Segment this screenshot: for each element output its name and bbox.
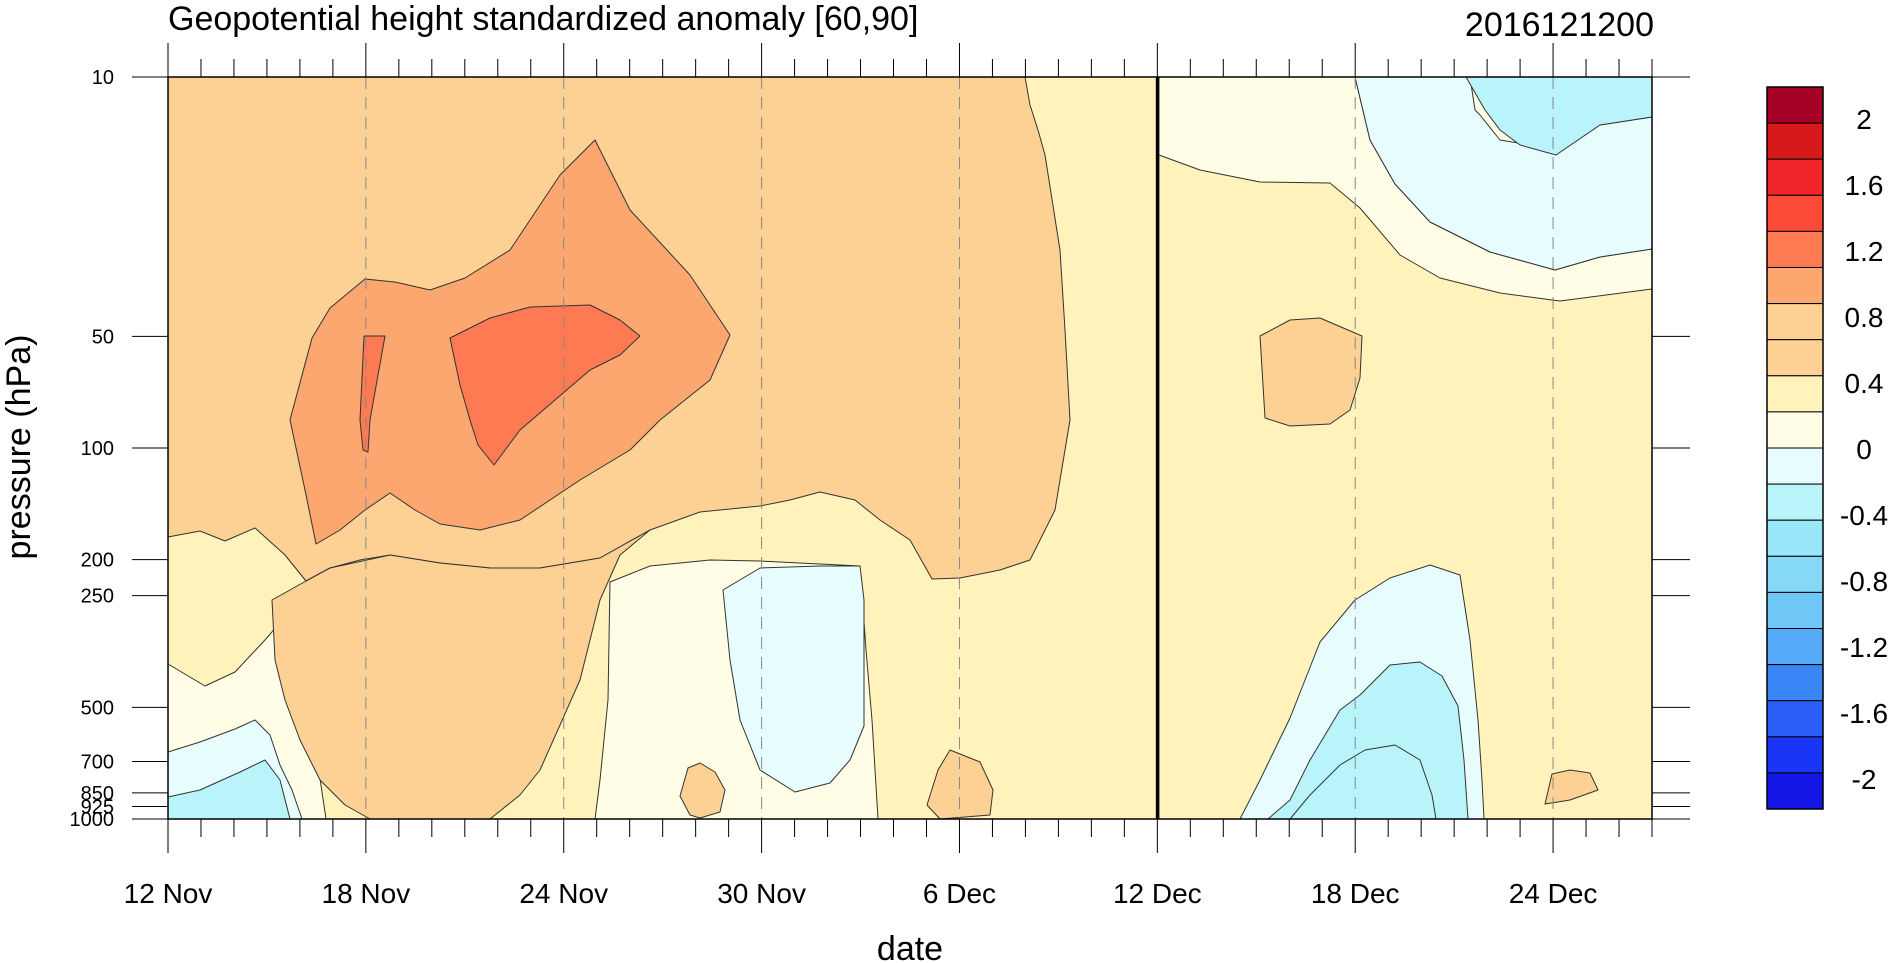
- colorbar-label: 0.8: [1845, 302, 1884, 333]
- y-tick-label: 1000: [70, 809, 115, 831]
- colorbar-cell: [1766, 519, 1824, 557]
- colorbar-label: 0: [1856, 434, 1872, 465]
- colorbar-label: -2: [1852, 764, 1877, 795]
- colorbar-label: -0.8: [1840, 566, 1888, 597]
- colorbar-cell: [1766, 267, 1824, 305]
- y-tick-label: 925: [81, 796, 114, 818]
- colorbar-cell: [1766, 664, 1824, 702]
- y-tick-label: 50: [92, 326, 114, 348]
- colorbar: 2 1.6 1.2 0.8 0.4 0 -0.4 -0.8 -1.2 -1.6 -2: [1766, 86, 1888, 810]
- contour-region-pos-1-2-blob: [449, 304, 641, 466]
- colorbar-label: -1.2: [1840, 632, 1888, 663]
- colorbar-cell: [1766, 628, 1824, 666]
- x-axis-label: date: [877, 930, 943, 963]
- x-tick-label: 12 Dec: [1113, 878, 1202, 909]
- colorbar-cell: [1766, 555, 1824, 593]
- chart-title: Geopotential height standardized anomaly…: [168, 0, 918, 38]
- x-tick-label: 18 Dec: [1311, 878, 1400, 909]
- colorbar-label: 1.6: [1845, 170, 1884, 201]
- y-tick-label: 10: [92, 67, 114, 89]
- y-axis-label: pressure (hPa): [0, 335, 38, 560]
- colorbar-cell: [1766, 158, 1824, 196]
- x-tick-label: 6 Dec: [923, 878, 996, 909]
- contour-region-small-pos-0-4-c: [1544, 769, 1599, 805]
- contour-region-neg-0-2-lens: [722, 565, 865, 793]
- x-tick-label: 24 Dec: [1509, 878, 1598, 909]
- colorbar-cell: [1766, 736, 1824, 774]
- x-tick-label: 18 Nov: [322, 878, 411, 909]
- colorbar-cell: [1766, 194, 1824, 232]
- contour-region-small-pos-0-4-a: [679, 762, 726, 819]
- colorbar-cell: [1766, 122, 1824, 160]
- colorbar-label: 1.2: [1845, 236, 1884, 267]
- colorbar-cell: [1766, 483, 1824, 521]
- colorbar-cell: [1766, 591, 1824, 630]
- chart-timestamp: 2016121200: [1465, 6, 1654, 44]
- x-tick-label: 30 Nov: [717, 878, 806, 909]
- colorbar-cell: [1766, 230, 1824, 268]
- contour-region-right-pos-0-4: [1259, 317, 1363, 427]
- x-axis-tick-labels: 12 Nov 18 Nov 24 Nov 30 Nov 6 Dec 12 Dec 18 De…: [124, 878, 1598, 909]
- contour-fill-layer: [167, 76, 1653, 820]
- colorbar-cell: [1766, 700, 1824, 738]
- x-tick-label: 24 Nov: [519, 878, 608, 909]
- colorbar-cell: [1766, 339, 1824, 377]
- y-tick-label: 700: [81, 752, 114, 774]
- colorbar-cell: [1766, 86, 1824, 124]
- y-tick-label: 100: [81, 438, 114, 460]
- y-tick-label: 850: [81, 783, 114, 805]
- colorbar-label: 2: [1856, 104, 1872, 135]
- plot-frame-layer: [132, 43, 1690, 853]
- colorbar-cell: [1766, 411, 1824, 449]
- colorbar-label: -0.4: [1840, 500, 1888, 531]
- y-tick-label: 200: [81, 550, 114, 572]
- colorbar-border: [1766, 86, 1824, 810]
- colorbar-cell: [1766, 303, 1824, 341]
- colorbar-label: -1.6: [1840, 698, 1888, 729]
- colorbar-label: 0.4: [1845, 368, 1884, 399]
- colorbar-cell: [1766, 772, 1824, 810]
- contour-region-right-low-neg-0-6: [1289, 744, 1437, 820]
- colorbar-cell: [1766, 447, 1824, 485]
- colorbar-cell: [1766, 375, 1824, 413]
- contour-region-left-lower-pos-0-4: [271, 529, 651, 820]
- y-tick-label: 250: [81, 586, 114, 608]
- x-tick-label: 12 Nov: [124, 878, 213, 909]
- y-tick-label: 500: [81, 697, 114, 719]
